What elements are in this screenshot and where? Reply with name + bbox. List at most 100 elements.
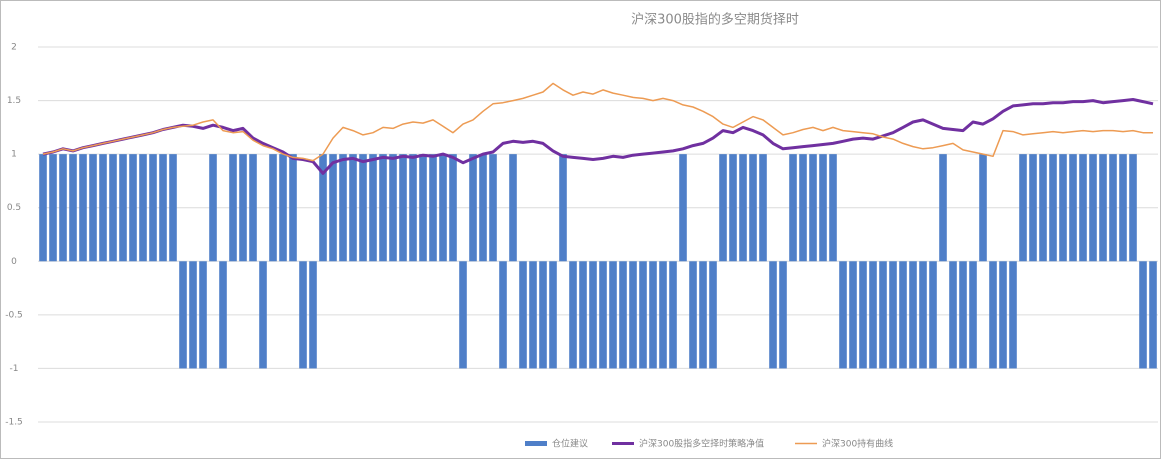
- bar: [839, 261, 847, 369]
- y-tick-label: -1: [10, 364, 19, 374]
- bar: [369, 154, 377, 262]
- y-tick-label: 0: [11, 257, 17, 267]
- y-tick-label: 0.5: [7, 203, 21, 213]
- bar: [959, 261, 967, 369]
- bar: [709, 261, 717, 369]
- bar: [859, 261, 867, 369]
- bar: [289, 154, 297, 262]
- bar: [439, 154, 447, 262]
- bar: [239, 154, 247, 262]
- bar: [759, 154, 767, 262]
- bar: [789, 154, 797, 262]
- bar: [359, 154, 367, 262]
- bar: [539, 261, 547, 369]
- bar: [909, 261, 917, 369]
- bar: [589, 261, 597, 369]
- bar: [929, 261, 937, 369]
- bar: [69, 154, 77, 262]
- bar: [469, 154, 477, 262]
- bar: [399, 154, 407, 262]
- legend-label: 仓位建议: [552, 438, 588, 450]
- bar: [1109, 154, 1117, 262]
- bar: [209, 154, 217, 262]
- bar: [969, 261, 977, 369]
- bar: [579, 261, 587, 369]
- bar: [749, 154, 757, 262]
- bar: [89, 154, 97, 262]
- bar: [739, 154, 747, 262]
- legend-swatch: [525, 441, 547, 446]
- bar: [719, 154, 727, 262]
- bar: [1039, 154, 1047, 262]
- bar: [59, 154, 67, 262]
- bar: [659, 261, 667, 369]
- bar: [889, 261, 897, 369]
- bar: [599, 261, 607, 369]
- bar: [1009, 261, 1017, 369]
- bar: [1069, 154, 1077, 262]
- bar: [99, 154, 107, 262]
- bar: [939, 154, 947, 262]
- bar: [1049, 154, 1057, 262]
- bar: [919, 261, 927, 369]
- bar: [849, 261, 857, 369]
- bar: [1119, 154, 1127, 262]
- bar: [799, 154, 807, 262]
- bar: [729, 154, 737, 262]
- bar: [679, 154, 687, 262]
- line: [42, 98, 1154, 175]
- bar: [779, 261, 787, 369]
- bar: [1059, 154, 1067, 262]
- bar: [649, 261, 657, 369]
- bar: [769, 261, 777, 369]
- bar: [299, 261, 307, 369]
- bar: [119, 154, 127, 262]
- bar: [809, 154, 817, 262]
- bar: [429, 154, 437, 262]
- bar: [569, 261, 577, 369]
- bar: [819, 154, 827, 262]
- bar: [1129, 154, 1137, 262]
- bar: [379, 154, 387, 262]
- bar: [609, 261, 617, 369]
- bar: [169, 154, 177, 262]
- y-tick-label: -0.5: [5, 310, 23, 320]
- bar: [669, 261, 677, 369]
- bar: [499, 261, 507, 369]
- bar: [129, 154, 137, 262]
- bar: [159, 154, 167, 262]
- bar: [349, 154, 357, 262]
- bar: [329, 154, 337, 262]
- bar: [139, 154, 147, 262]
- bar: [1139, 261, 1147, 369]
- bar: [829, 154, 837, 262]
- bar: [1089, 154, 1097, 262]
- bar: [949, 261, 957, 369]
- bar: [189, 261, 197, 369]
- bar: [279, 154, 287, 262]
- bar: [339, 154, 347, 262]
- bar: [229, 154, 237, 262]
- legend-label: 沪深300股指多空择时策略净值: [639, 438, 764, 450]
- chart-title: 沪深300股指的多空期货择时: [631, 12, 799, 28]
- bar: [629, 261, 637, 369]
- bar: [249, 154, 257, 262]
- bar: [869, 261, 877, 369]
- y-tick-label: 1.5: [7, 96, 21, 106]
- bar: [699, 261, 707, 369]
- bar: [549, 261, 557, 369]
- bar: [979, 154, 987, 262]
- bar: [79, 154, 87, 262]
- bar: [1019, 154, 1027, 262]
- bar: [529, 261, 537, 369]
- bar: [519, 261, 527, 369]
- bar: [409, 154, 417, 262]
- bar: [489, 154, 497, 262]
- bar: [39, 154, 47, 262]
- y-tick-label: -1.5: [5, 418, 23, 428]
- bar: [259, 261, 267, 369]
- y-tick-label: 1: [11, 150, 17, 160]
- bar: [419, 154, 427, 262]
